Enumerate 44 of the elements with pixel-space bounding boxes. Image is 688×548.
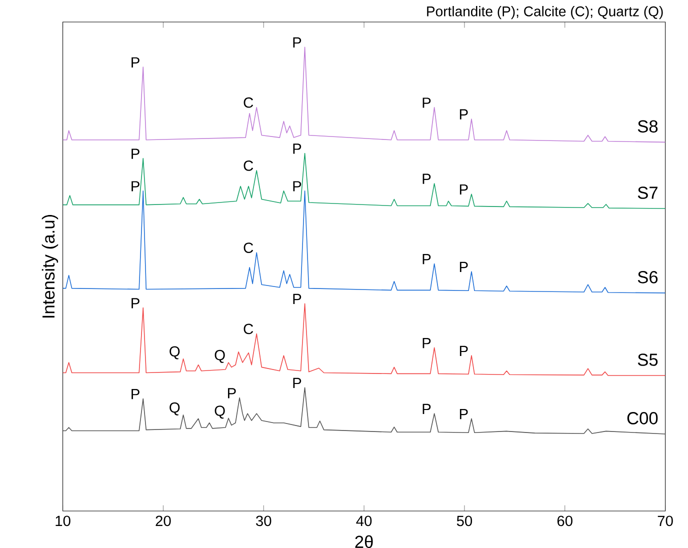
series-label: C00	[627, 412, 658, 424]
annotation: Q	[214, 350, 225, 363]
x-tick-label: 70	[658, 516, 673, 526]
series-label: S6	[638, 270, 658, 284]
annotation: P	[460, 408, 468, 419]
annotation: P	[132, 181, 140, 192]
annotation: Q	[214, 405, 225, 418]
annotation: P	[422, 98, 431, 108]
annotation: P	[228, 388, 236, 398]
annotation: P	[460, 184, 468, 194]
x-tick-label: 30	[256, 516, 272, 526]
x-tick-label: 60	[557, 516, 572, 526]
annotation: P	[460, 346, 468, 356]
annotation: P	[293, 294, 302, 304]
annotation: P	[132, 57, 140, 68]
annotation: Q	[170, 402, 180, 416]
annotation: C	[244, 242, 254, 253]
annotation: P	[293, 181, 302, 192]
annotation: P	[293, 378, 302, 388]
annotation: P	[422, 338, 431, 348]
series-label: S7	[638, 186, 658, 199]
annotation: P	[422, 174, 431, 184]
annotation: P	[460, 262, 468, 272]
annotation: C	[244, 97, 254, 108]
x-tick-label: 50	[456, 516, 472, 526]
x-tick-label: 20	[156, 516, 171, 526]
annotation: P	[460, 109, 468, 120]
annotation: P	[422, 254, 431, 264]
annotation: Q	[170, 346, 180, 360]
chart-title: Portlandite (P); Calcite (C); Quartz (Q)	[427, 6, 663, 19]
annotation: P	[132, 148, 140, 159]
series-label: S5	[638, 353, 658, 366]
annotation: P	[132, 298, 140, 308]
series-label: S8	[638, 120, 658, 132]
annotation: P	[293, 143, 302, 154]
annotation: P	[422, 404, 431, 414]
y-axis-title: Intensity (a.u)	[42, 214, 58, 318]
annotation: C	[244, 160, 254, 171]
annotation: P	[293, 37, 302, 48]
x-tick-label: 10	[56, 516, 70, 526]
annotation: P	[132, 388, 140, 399]
annotation: C	[244, 324, 254, 334]
x-axis-title: 2θ	[355, 535, 373, 548]
x-tick-label: 40	[356, 516, 372, 526]
